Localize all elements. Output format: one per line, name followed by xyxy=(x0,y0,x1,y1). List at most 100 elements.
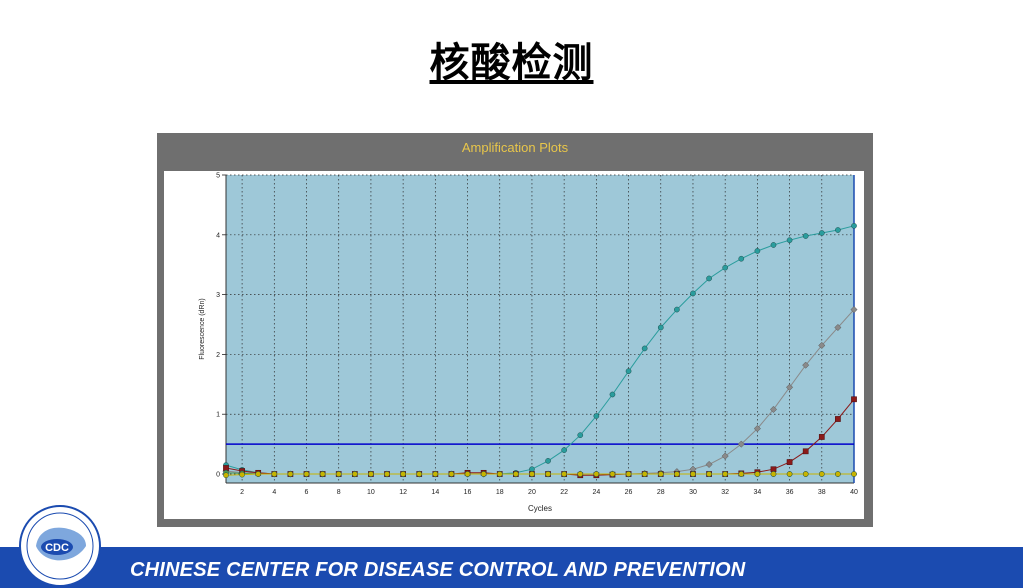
amplification-chart: 2 4 6 8 10 12 14 16 18 20 22 24 26 28 30 32 34 36 38 40 0 1 2 3… xyxy=(164,171,864,519)
x-tick-label: 34 xyxy=(753,489,761,496)
data-point xyxy=(851,222,857,229)
y-tick-label: 1 xyxy=(216,412,220,419)
chart-window: Amplification Plots 2 4 6 8 10 12 14 16 18 20 22 24… xyxy=(157,133,873,527)
y-tick-label: 2 xyxy=(216,352,220,359)
slide-title: 核酸检测 xyxy=(429,39,594,86)
data-point xyxy=(802,361,810,369)
data-point xyxy=(770,242,777,248)
x-tick-label: 8 xyxy=(337,489,341,496)
data-point xyxy=(255,471,262,477)
data-point xyxy=(609,471,616,477)
data-point xyxy=(335,471,342,477)
data-point xyxy=(609,391,616,398)
x-tick-label: 16 xyxy=(464,489,472,496)
data-point xyxy=(786,471,793,477)
data-point xyxy=(657,324,664,331)
x-tick-label: 28 xyxy=(657,489,665,496)
cdc-logo-icon: CDC xyxy=(19,505,101,587)
data-point xyxy=(529,471,535,477)
data-point xyxy=(577,471,584,477)
data-point xyxy=(561,471,568,477)
data-point xyxy=(351,471,358,477)
x-tick-label: 2 xyxy=(240,489,244,496)
y-tick-label: 5 xyxy=(216,173,220,180)
data-point xyxy=(545,471,551,477)
data-point xyxy=(561,447,568,453)
chart-panel: 2 4 6 8 10 12 14 16 18 20 22 24 26 28 30 32 34 36 38 40 0 1 2 3… xyxy=(164,171,864,519)
data-point xyxy=(705,460,713,469)
plot-area xyxy=(226,175,854,483)
data-point xyxy=(690,471,696,477)
data-point xyxy=(512,471,519,477)
data-point xyxy=(303,471,310,477)
data-point xyxy=(721,452,729,460)
data-point xyxy=(496,471,503,477)
x-tick-label: 30 xyxy=(689,489,697,496)
data-point xyxy=(818,471,825,477)
x-tick-label: 32 xyxy=(721,489,729,496)
x-tick-label: 4 xyxy=(272,489,276,496)
x-tick-label: 12 xyxy=(399,489,407,496)
data-point xyxy=(851,471,857,477)
x-axis-label: Cycles xyxy=(528,504,552,513)
data-point xyxy=(384,471,390,477)
data-point xyxy=(448,471,455,477)
data-point xyxy=(722,264,729,271)
data-point xyxy=(706,275,712,282)
data-point xyxy=(400,471,406,477)
data-point xyxy=(818,341,826,350)
logo-text: CDC xyxy=(45,542,69,554)
footer-text: CHINESE CENTER FOR DISEASE CONTROL AND P… xyxy=(130,559,746,581)
x-tick-label: 14 xyxy=(431,489,439,496)
data-point xyxy=(835,416,841,422)
chart-title: Amplification Plots xyxy=(461,140,569,155)
footer-bar: CHINESE CENTER FOR DISEASE CONTROL AND P… xyxy=(0,547,1023,588)
data-point xyxy=(818,230,825,236)
data-point xyxy=(464,471,471,477)
data-point xyxy=(835,471,841,477)
x-tick-label: 6 xyxy=(305,489,309,496)
chart-svg: 2 4 6 8 10 12 14 16 18 20 22 24 26 28 30 32 34 36 38 400123… xyxy=(199,173,858,514)
data-point xyxy=(738,471,745,477)
data-point xyxy=(271,471,278,477)
data-point xyxy=(786,237,793,244)
x-tick-label: 38 xyxy=(818,489,826,496)
data-point xyxy=(753,425,761,433)
data-point xyxy=(641,471,648,477)
data-point xyxy=(287,471,294,477)
data-point xyxy=(802,471,809,477)
y-tick-label: 3 xyxy=(216,292,220,299)
data-point xyxy=(834,323,842,332)
data-point xyxy=(625,471,632,477)
data-point xyxy=(786,383,794,391)
data-point xyxy=(770,471,777,477)
x-tick-label: 20 xyxy=(528,489,536,496)
data-point xyxy=(545,458,551,464)
data-point xyxy=(657,471,664,477)
x-tick-label: 40 xyxy=(850,489,858,496)
series-line-5 xyxy=(225,473,854,476)
data-point xyxy=(416,471,423,477)
y-tick-label: 0 xyxy=(216,472,220,479)
data-point xyxy=(480,471,487,477)
data-point xyxy=(769,405,778,413)
x-tick-label: 22 xyxy=(560,489,568,496)
data-point xyxy=(802,233,809,239)
data-point xyxy=(737,440,745,448)
data-point xyxy=(786,459,793,465)
data-point xyxy=(722,471,729,477)
data-point xyxy=(850,306,858,314)
data-point xyxy=(835,227,841,233)
data-point xyxy=(770,466,777,473)
data-point xyxy=(593,471,600,477)
data-point xyxy=(593,413,600,419)
data-point xyxy=(754,248,761,254)
data-point xyxy=(818,434,825,440)
data-point xyxy=(706,471,712,477)
x-tick-label: 18 xyxy=(496,489,504,496)
x-tick-label: 24 xyxy=(592,489,600,496)
data-point xyxy=(674,306,680,313)
data-point xyxy=(432,471,439,477)
data-point xyxy=(641,345,648,352)
data-point xyxy=(223,472,229,479)
